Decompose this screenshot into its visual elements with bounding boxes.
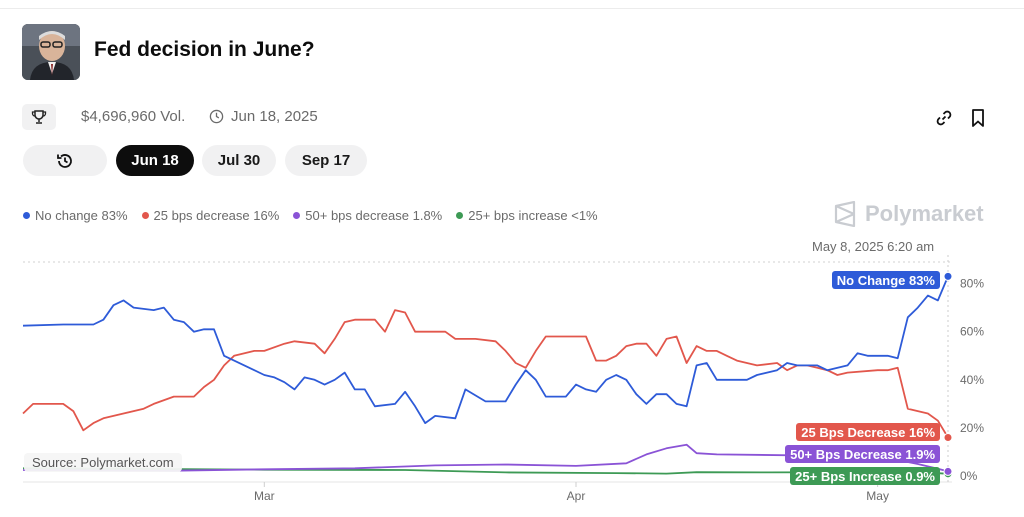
x-tick-label: May	[866, 489, 889, 503]
legend-item-50bps-decrease: 50+ bps decrease 1.8%	[293, 208, 442, 223]
x-tick-label: Apr	[567, 489, 586, 503]
tab-jun-18[interactable]: Jun 18	[116, 145, 194, 176]
polymarket-logo-icon	[834, 201, 856, 227]
end-label-50bps-decrease: 50+ Bps Decrease 1.9%	[785, 445, 940, 463]
y-tick-label: 20%	[960, 421, 984, 435]
end-dot-25-bps-decrease	[943, 433, 953, 443]
source-note: Source: Polymarket.com	[24, 453, 182, 472]
legend-item-no-change: No change 83%	[23, 208, 128, 223]
end-label-25bps-decrease: 25 Bps Decrease 16%	[796, 423, 940, 441]
bookmark-icon	[972, 109, 984, 127]
page-title: Fed decision in June?	[94, 38, 315, 61]
y-axis: 0% 20% 40% 60% 80%	[960, 277, 984, 483]
legend-item-25bps-increase: 25+ bps increase <1%	[456, 208, 598, 223]
market-avatar	[22, 24, 80, 80]
end-date-text: Jun 18, 2025	[231, 108, 318, 125]
polymarket-logo: Polymarket	[833, 201, 984, 227]
legend-label: 25+ bps increase <1%	[468, 208, 598, 223]
x-tick-label: Mar	[254, 489, 275, 503]
link-icon	[936, 110, 952, 126]
y-tick-label: 80%	[960, 277, 984, 291]
tab-jul-30[interactable]: Jul 30	[202, 145, 276, 176]
end-date: Jun 18, 2025	[209, 108, 318, 125]
legend-label: No change 83%	[35, 208, 128, 223]
trophy-badge[interactable]	[22, 104, 56, 130]
tab-sep-17[interactable]: Sep 17	[285, 145, 367, 176]
history-icon	[57, 153, 72, 168]
end-dot-50-bps-decrease	[943, 466, 953, 476]
legend-dot-50bps-decrease	[293, 212, 301, 219]
y-tick-label: 60%	[960, 325, 984, 339]
y-tick-label: 40%	[960, 373, 984, 387]
y-tick-label: 0%	[960, 469, 978, 483]
end-label-no-change: No Change 83%	[831, 271, 940, 289]
legend-dot-no-change	[23, 212, 30, 219]
trophy-icon	[31, 110, 47, 124]
series-end-dots	[943, 271, 953, 479]
link-button[interactable]	[933, 107, 955, 129]
volume-text: $4,696,960 Vol.	[81, 108, 186, 125]
top-divider	[0, 8, 1024, 9]
x-axis: Mar Apr May	[254, 482, 889, 503]
hover-timestamp: May 8, 2025 6:20 am	[812, 239, 935, 254]
chart-legend: No change 83% 25 bps decrease 16% 50+ bp…	[23, 208, 598, 223]
series-line-25-bps-decrease	[22, 309, 949, 438]
end-dot-no-change	[943, 271, 953, 281]
end-label-25bps-increase: 25+ Bps Increase 0.9%	[790, 467, 940, 485]
bookmark-button[interactable]	[967, 107, 989, 129]
history-button[interactable]	[23, 145, 107, 176]
series-line-no-change	[22, 276, 949, 424]
legend-dot-25bps-decrease	[141, 212, 149, 219]
legend-label: 50+ bps decrease 1.8%	[305, 208, 443, 223]
brand-name: Polymarket	[865, 201, 984, 226]
legend-dot-25bps-increase	[456, 212, 464, 219]
legend-item-25bps-decrease: 25 bps decrease 16%	[141, 208, 280, 223]
legend-label: 25 bps decrease 16%	[153, 208, 280, 223]
clock-icon	[209, 109, 224, 124]
